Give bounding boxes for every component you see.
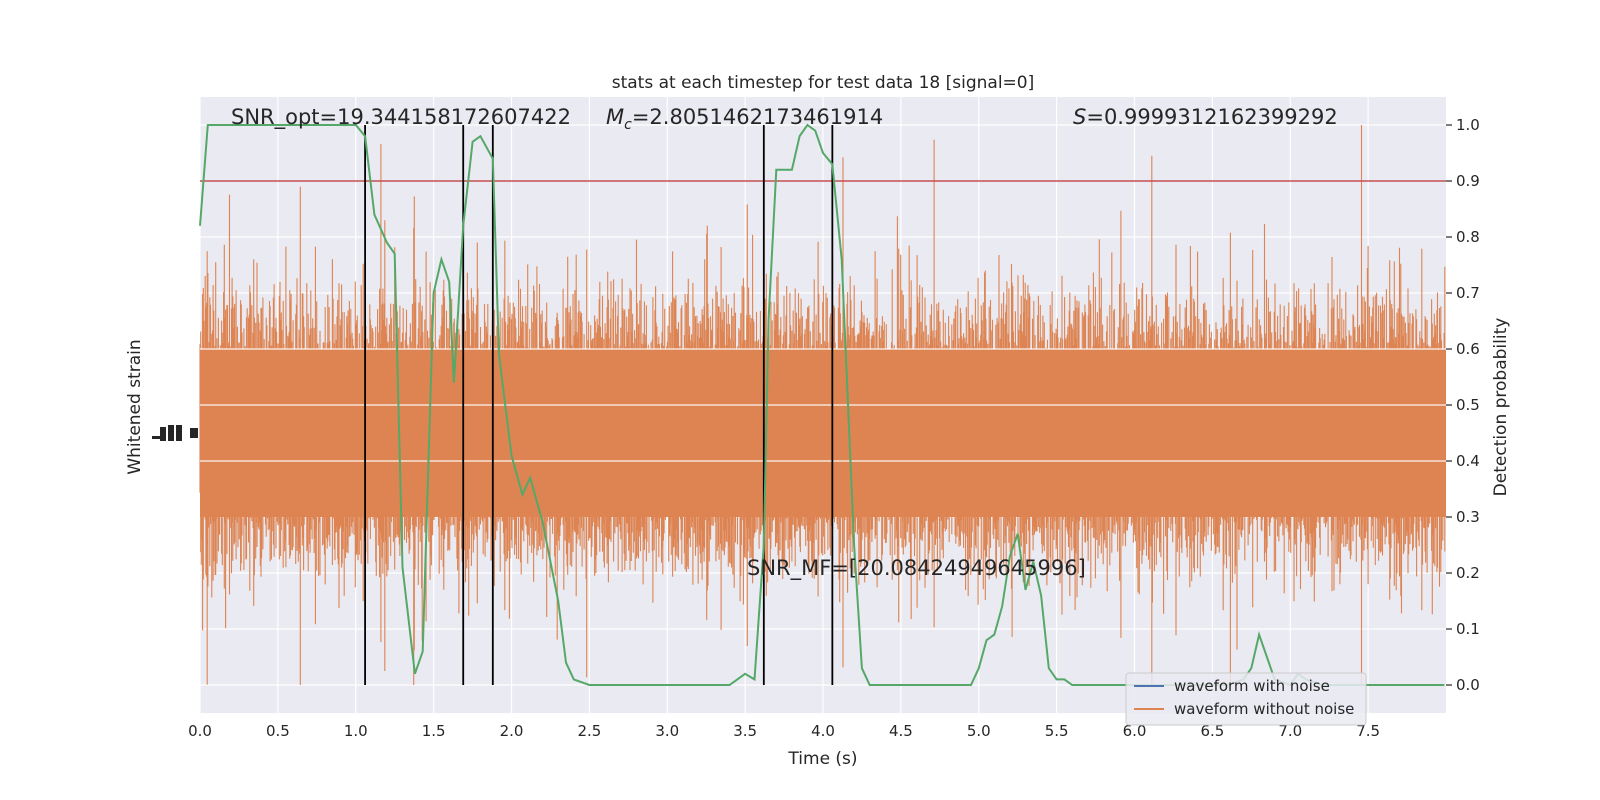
y-right-tick-label-8: 0.8 (1456, 228, 1480, 246)
legend-label-without-noise: waveform without noise (1174, 700, 1354, 718)
legend-box (1125, 672, 1367, 726)
x-tick-label-5: 2.5 (577, 722, 601, 740)
y-right-tick-label-7: 0.7 (1456, 284, 1480, 302)
x-tick-label-0: 0.0 (188, 722, 212, 740)
y-right-tick-label-1: 0.1 (1456, 620, 1480, 638)
x-tick-label-8: 4.0 (811, 722, 835, 740)
snr-mf-annotation: SNR_MF=[20.08424949645996] (747, 556, 1086, 581)
y-right-tick-label-2: 0.2 (1456, 564, 1480, 582)
plot-title: stats at each timestep for test data 18 … (612, 73, 1035, 93)
x-tick-label-2: 1.0 (344, 722, 368, 740)
x-tick-label-4: 2.0 (500, 722, 524, 740)
waveform-without-noise-core-band (200, 349, 1446, 517)
left-axis-clutter (152, 425, 198, 441)
y-right-tick-label-3: 0.3 (1456, 508, 1480, 526)
y-axis-label-right: Detection probability (1491, 318, 1511, 497)
s-value: =0.9999312162399292 (1086, 105, 1337, 129)
x-tick-label-15: 7.5 (1356, 722, 1380, 740)
chirp-mass-annotation: Mc=2.8051462173461914 (606, 105, 883, 133)
x-tick-label-9: 4.5 (889, 722, 913, 740)
x-tick-label-12: 6.0 (1123, 722, 1147, 740)
x-tick-label-6: 3.0 (655, 722, 679, 740)
chirp-mass-subscript: c (624, 117, 632, 133)
x-tick-label-10: 5.0 (967, 722, 991, 740)
x-tick-label-13: 6.5 (1200, 722, 1224, 740)
x-tick-label-7: 3.5 (733, 722, 757, 740)
chirp-mass-value: =2.8051462173461914 (632, 105, 883, 129)
x-tick-label-14: 7.0 (1278, 722, 1302, 740)
y-right-tick-label-0: 0.0 (1456, 676, 1480, 694)
tick-labels: 0.0 0.5 1.0 1.5 2.0 2.5 3.0 3.5 4.0 4.5 5.0 5.5 6.0 6… (188, 116, 1480, 740)
x-tick-label-1: 0.5 (266, 722, 290, 740)
waveform-without-noise-series (199, 125, 1446, 685)
snr-opt-annotation: SNR_opt=19.344158172607422 (231, 105, 571, 130)
x-tick-label-11: 5.5 (1045, 722, 1069, 740)
y-right-tick-label-10: 1.0 (1456, 116, 1480, 134)
y-right-tick-label-9: 0.9 (1456, 172, 1480, 190)
y-right-tick-label-4: 0.4 (1456, 452, 1480, 470)
chirp-mass-symbol: M (606, 105, 624, 129)
s-annotation: S=0.9999312162399292 (1073, 105, 1338, 129)
legend: waveform with noise waveform without noi… (1125, 672, 1367, 726)
x-axis-label: Time (s) (787, 749, 857, 769)
y-axis-label-left: Whitened strain (125, 339, 145, 474)
y-right-tick-label-5: 0.5 (1456, 396, 1480, 414)
s-symbol: S (1073, 105, 1086, 129)
legend-label-with-noise: waveform with noise (1174, 677, 1330, 695)
y-right-tick-label-6: 0.6 (1456, 340, 1480, 358)
x-tick-label-3: 1.5 (422, 722, 446, 740)
